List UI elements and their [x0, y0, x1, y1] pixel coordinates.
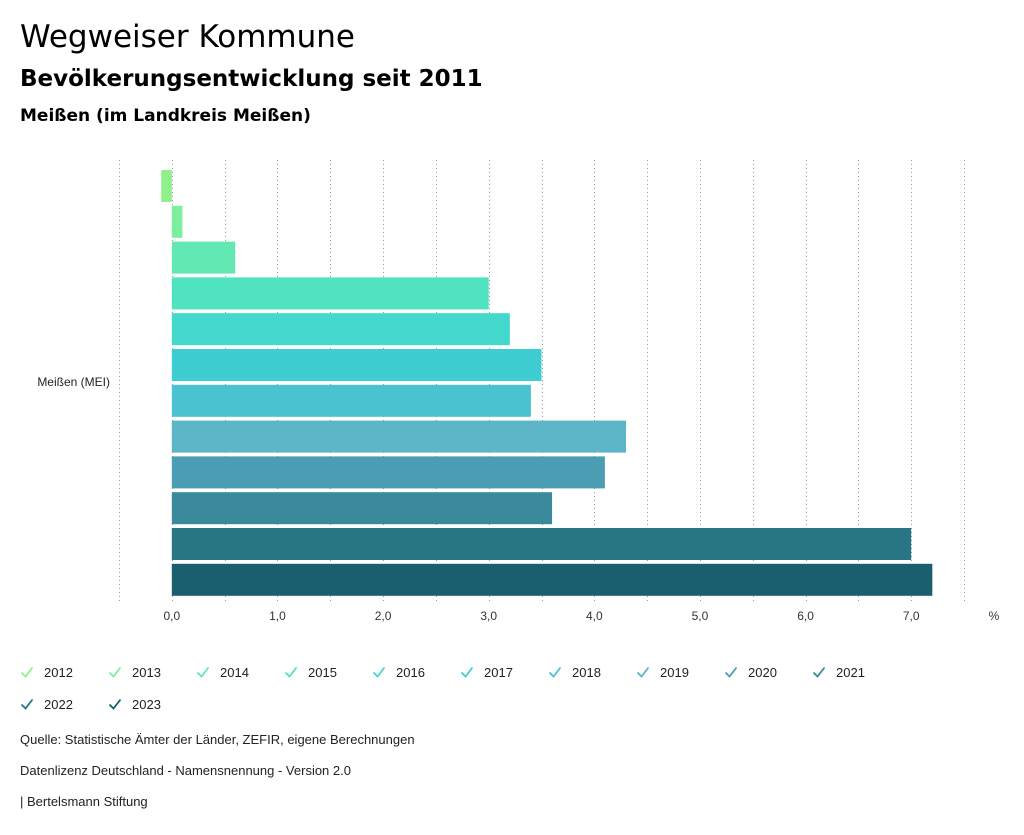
- x-tick-label: 2,0: [375, 609, 392, 623]
- check-icon: [548, 666, 562, 678]
- check-icon: [108, 666, 122, 678]
- check-icon: [460, 666, 474, 678]
- bar-2019[interactable]: [171, 420, 626, 453]
- check-icon: [636, 666, 650, 678]
- x-tick-label: 4,0: [586, 609, 603, 623]
- legend-label: 2023: [132, 696, 161, 712]
- chart-legend: 2012 2013 2014 2015 2016 2017 2018 2019 2020 2021…: [20, 656, 920, 720]
- legend-label: 2019: [660, 664, 689, 680]
- x-tick-label: 1,0: [269, 609, 286, 623]
- legend-item-2021[interactable]: 2021: [812, 656, 900, 688]
- legend-item-2018[interactable]: 2018: [548, 656, 636, 688]
- page-title: Wegweiser Kommune: [20, 19, 355, 55]
- x-tick-label: 5,0: [692, 609, 709, 623]
- bar-2012[interactable]: [161, 170, 172, 202]
- legend-item-2017[interactable]: 2017: [460, 656, 548, 688]
- bar-2015[interactable]: [171, 277, 489, 310]
- legend-item-2016[interactable]: 2016: [372, 656, 460, 688]
- region-title: Meißen (im Landkreis Meißen): [20, 106, 311, 126]
- check-icon: [196, 666, 210, 678]
- check-icon: [108, 698, 122, 710]
- legend-label: 2015: [308, 664, 337, 680]
- x-tick-label: 6,0: [797, 609, 814, 623]
- check-icon: [372, 666, 386, 678]
- license-note: Datenlizenz Deutschland - Namensnennung …: [20, 763, 351, 778]
- bar-2023[interactable]: [171, 563, 933, 596]
- legend-item-2013[interactable]: 2013: [108, 656, 196, 688]
- legend-label: 2014: [220, 664, 249, 680]
- bar-chart: 0,0 1,0 2,0 3,0 4,0 5,0 6,0 7,0 % Meißen (MEI): [37, 160, 1000, 623]
- x-tick-label: 3,0: [480, 609, 497, 623]
- legend-item-2022[interactable]: 2022: [20, 688, 108, 720]
- check-icon: [812, 666, 826, 678]
- bar-2021[interactable]: [171, 492, 553, 525]
- publisher-note: | Bertelsmann Stiftung: [20, 794, 148, 809]
- source-note: Quelle: Statistische Ämter der Länder, Z…: [20, 732, 415, 747]
- unit-label: %: [989, 609, 1000, 623]
- bar-2022[interactable]: [171, 528, 912, 560]
- legend-label: 2020: [748, 664, 777, 680]
- legend-label: 2021: [836, 664, 865, 680]
- x-tick-label: 0,0: [163, 609, 180, 623]
- legend-label: 2017: [484, 664, 513, 680]
- legend-item-2019[interactable]: 2019: [636, 656, 724, 688]
- legend-label: 2016: [396, 664, 425, 680]
- check-icon: [20, 698, 34, 710]
- bar-2020[interactable]: [171, 456, 605, 489]
- legend-label: 2013: [132, 664, 161, 680]
- chart-subtitle: Bevölkerungsentwicklung seit 2011: [20, 66, 483, 92]
- legend-item-2023[interactable]: 2023: [108, 688, 196, 720]
- legend-label: 2018: [572, 664, 601, 680]
- legend-item-2015[interactable]: 2015: [284, 656, 372, 688]
- bar-2016[interactable]: [171, 313, 510, 346]
- legend-label: 2022: [44, 696, 73, 712]
- x-tick-label: 7,0: [903, 609, 920, 623]
- check-icon: [20, 666, 34, 678]
- legend-item-2014[interactable]: 2014: [196, 656, 284, 688]
- legend-item-2012[interactable]: 2012: [20, 656, 108, 688]
- legend-item-2020[interactable]: 2020: [724, 656, 812, 688]
- check-icon: [284, 666, 298, 678]
- bar-2018[interactable]: [171, 384, 531, 417]
- bar-2013[interactable]: [171, 205, 183, 238]
- bar-2014[interactable]: [171, 241, 236, 274]
- check-icon: [724, 666, 738, 678]
- category-label: Meißen (MEI): [37, 375, 110, 389]
- bar-2017[interactable]: [171, 349, 542, 381]
- legend-label: 2012: [44, 664, 73, 680]
